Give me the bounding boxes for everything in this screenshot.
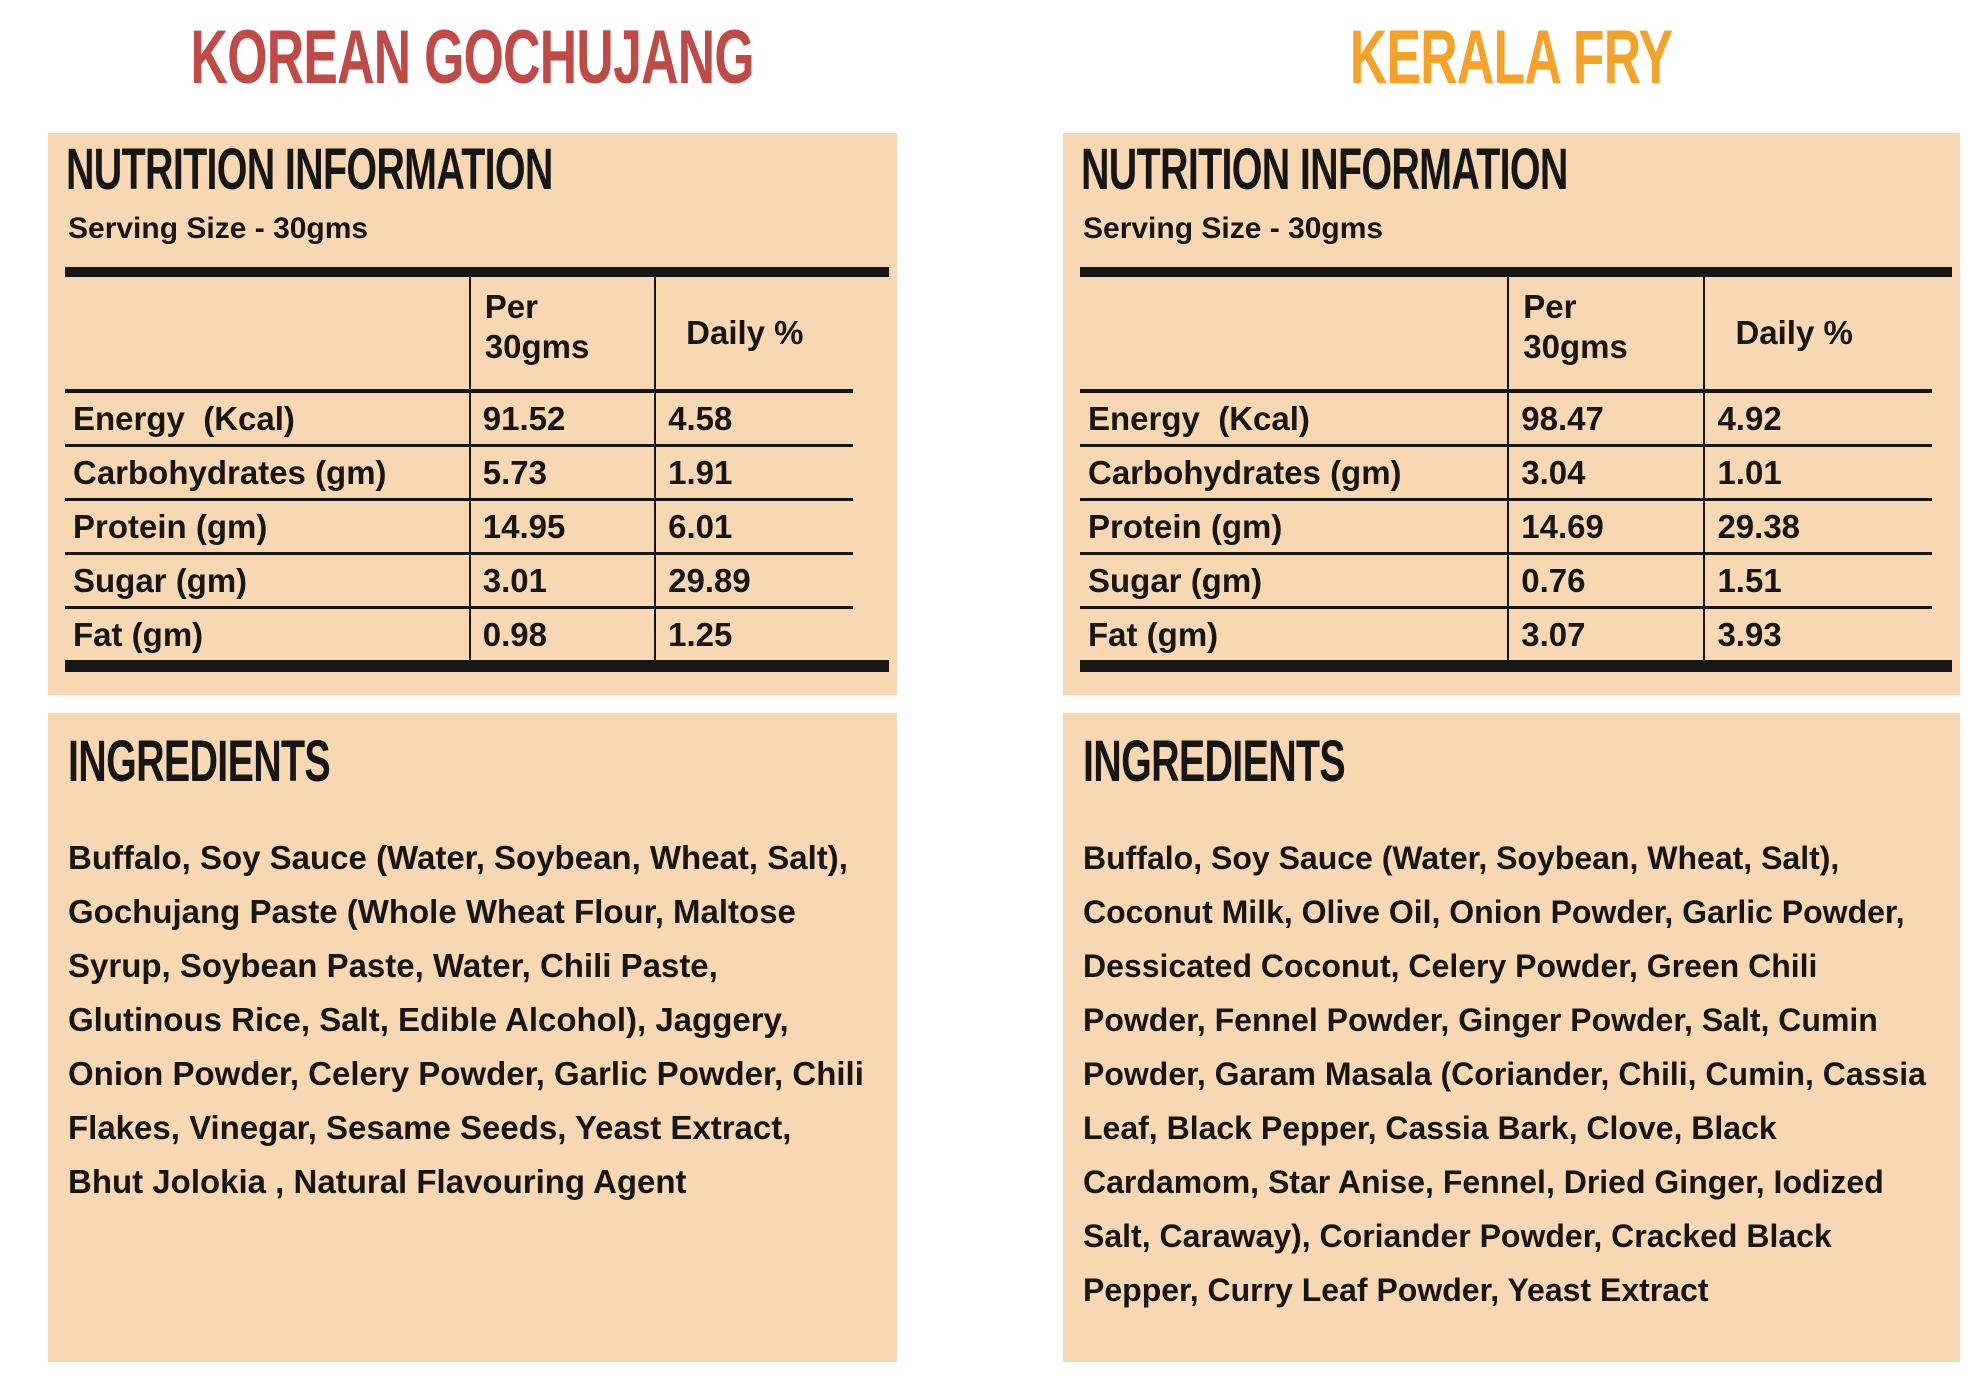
row-per-value: 3.01 xyxy=(468,555,654,606)
table-bottom-rule xyxy=(65,660,889,672)
row-label: Energy (Kcal) xyxy=(73,399,295,437)
header-empty-cell xyxy=(1080,277,1507,389)
row-label: Energy (Kcal) xyxy=(1088,399,1310,437)
row-divider xyxy=(65,444,853,447)
row-daily-value: 4.58 xyxy=(654,393,889,444)
row-divider xyxy=(65,606,853,609)
nutrition-panel: NUTRITION INFORMATION Serving Size - 30g… xyxy=(48,133,897,695)
product-title: KOREAN GOCHUJANG xyxy=(190,15,755,100)
table-row-sugar: Sugar (gm) 0.76 1.51 xyxy=(1080,555,1952,606)
row-per-value: 5.73 xyxy=(468,447,654,498)
product-column-korean-gochujang: KOREAN GOCHUJANG NUTRITION INFORMATION S… xyxy=(48,0,897,1400)
row-label: Fat (gm) xyxy=(1088,615,1219,653)
serving-size: Serving Size - 30gms xyxy=(1083,212,1384,245)
row-per-value: 98.47 xyxy=(1507,393,1703,444)
table-row-fat: Fat (gm) 3.07 3.93 xyxy=(1080,609,1952,660)
row-per-value: 14.69 xyxy=(1507,501,1703,552)
row-daily-value: 3.93 xyxy=(1703,609,1952,660)
row-divider xyxy=(1080,606,1932,609)
header-divider-rule xyxy=(65,389,853,393)
header-empty-cell xyxy=(65,277,469,389)
nutrition-heading-text: NUTRITION INFORMATION xyxy=(66,137,553,202)
row-daily-value: 29.89 xyxy=(654,555,889,606)
header-per-30gms: Per 30gms xyxy=(468,277,654,389)
header-per-30gms: Per 30gms xyxy=(1507,277,1703,389)
nutrition-heading: NUTRITION INFORMATION xyxy=(66,141,897,199)
row-daily-value: 1.91 xyxy=(654,447,889,498)
table-top-rule xyxy=(65,267,889,277)
ingredients-panel: INGREDIENTS Buffalo, Soy Sauce (Water, S… xyxy=(48,713,897,1362)
row-label: Protein (gm) xyxy=(1088,507,1283,545)
row-per-value: 14.95 xyxy=(468,501,654,552)
row-label: Sugar (gm) xyxy=(73,561,248,599)
row-per-value: 3.04 xyxy=(1507,447,1703,498)
row-label: Fat (gm) xyxy=(73,615,204,653)
ingredients-heading-text: INGREDIENTS xyxy=(1083,729,1346,794)
header-per-30gms-text: Per 30gms xyxy=(1523,288,1628,365)
product-title-row: KERALA FRY xyxy=(1063,20,1960,96)
table-row-protein: Protein (gm) 14.69 29.38 xyxy=(1080,501,1952,552)
ingredients-heading: INGREDIENTS xyxy=(1083,733,1932,791)
header-daily-percent: Daily % xyxy=(1703,277,1952,389)
row-per-value: 3.07 xyxy=(1507,609,1703,660)
ingredients-heading: INGREDIENTS xyxy=(68,733,869,791)
table-row-protein: Protein (gm) 14.95 6.01 xyxy=(65,501,889,552)
ingredients-text: Buffalo, Soy Sauce (Water, Soybean, Whea… xyxy=(1083,840,1926,1308)
table-header-row: Per 30gms Daily % xyxy=(1080,277,1952,389)
row-label: Carbohydrates (gm) xyxy=(73,453,387,491)
header-daily-percent: Daily % xyxy=(654,277,889,389)
table-header-row: Per 30gms Daily % xyxy=(65,277,889,389)
row-per-value: 0.98 xyxy=(468,609,654,660)
row-divider xyxy=(1080,444,1932,447)
ingredients-text: Buffalo, Soy Sauce (Water, Soybean, Whea… xyxy=(68,839,864,1200)
row-daily-value: 6.01 xyxy=(654,501,889,552)
nutrition-heading: NUTRITION INFORMATION xyxy=(1081,141,1960,199)
row-per-value: 91.52 xyxy=(468,393,654,444)
table-top-rule xyxy=(1080,267,1952,277)
row-daily-value: 1.51 xyxy=(1703,555,1952,606)
row-daily-value: 1.01 xyxy=(1703,447,1952,498)
table-row-sugar: Sugar (gm) 3.01 29.89 xyxy=(65,555,889,606)
nutrition-heading-text: NUTRITION INFORMATION xyxy=(1081,137,1568,202)
table-row-carbohydrates: Carbohydrates (gm) 3.04 1.01 xyxy=(1080,447,1952,498)
header-daily-percent-text: Daily % xyxy=(1735,314,1853,351)
table-row-energy: Energy (Kcal) 98.47 4.92 xyxy=(1080,393,1952,444)
table-row-energy: Energy (Kcal) 91.52 4.58 xyxy=(65,393,889,444)
header-divider-rule xyxy=(1080,389,1932,393)
row-daily-value: 1.25 xyxy=(654,609,889,660)
product-title: KERALA FRY xyxy=(1350,15,1673,100)
ingredients-heading-text: INGREDIENTS xyxy=(68,729,331,794)
row-label: Protein (gm) xyxy=(73,507,268,545)
serving-size: Serving Size - 30gms xyxy=(68,212,369,245)
table-row-fat: Fat (gm) 0.98 1.25 xyxy=(65,609,889,660)
nutrition-panel: NUTRITION INFORMATION Serving Size - 30g… xyxy=(1063,133,1960,695)
nutrition-table: Per 30gms Daily % Energy (Kcal) 91.52 4.… xyxy=(65,267,889,672)
row-daily-value: 29.38 xyxy=(1703,501,1952,552)
product-column-kerala-fry: KERALA FRY NUTRITION INFORMATION Serving… xyxy=(1063,0,1960,1400)
nutrition-table: Per 30gms Daily % Energy (Kcal) 98.47 4.… xyxy=(1080,267,1952,672)
row-label: Sugar (gm) xyxy=(1088,561,1263,599)
row-per-value: 0.76 xyxy=(1507,555,1703,606)
row-divider xyxy=(65,552,853,555)
row-divider xyxy=(1080,552,1932,555)
ingredients-panel: INGREDIENTS Buffalo, Soy Sauce (Water, S… xyxy=(1063,713,1960,1362)
header-per-30gms-text: Per 30gms xyxy=(484,288,590,365)
header-daily-percent-text: Daily % xyxy=(686,314,804,351)
row-divider xyxy=(1080,498,1932,501)
product-title-row: KOREAN GOCHUJANG xyxy=(48,20,897,96)
row-label: Carbohydrates (gm) xyxy=(1088,453,1402,491)
table-row-carbohydrates: Carbohydrates (gm) 5.73 1.91 xyxy=(65,447,889,498)
row-daily-value: 4.92 xyxy=(1703,393,1952,444)
table-bottom-rule xyxy=(1080,660,1952,672)
row-divider xyxy=(65,498,853,501)
